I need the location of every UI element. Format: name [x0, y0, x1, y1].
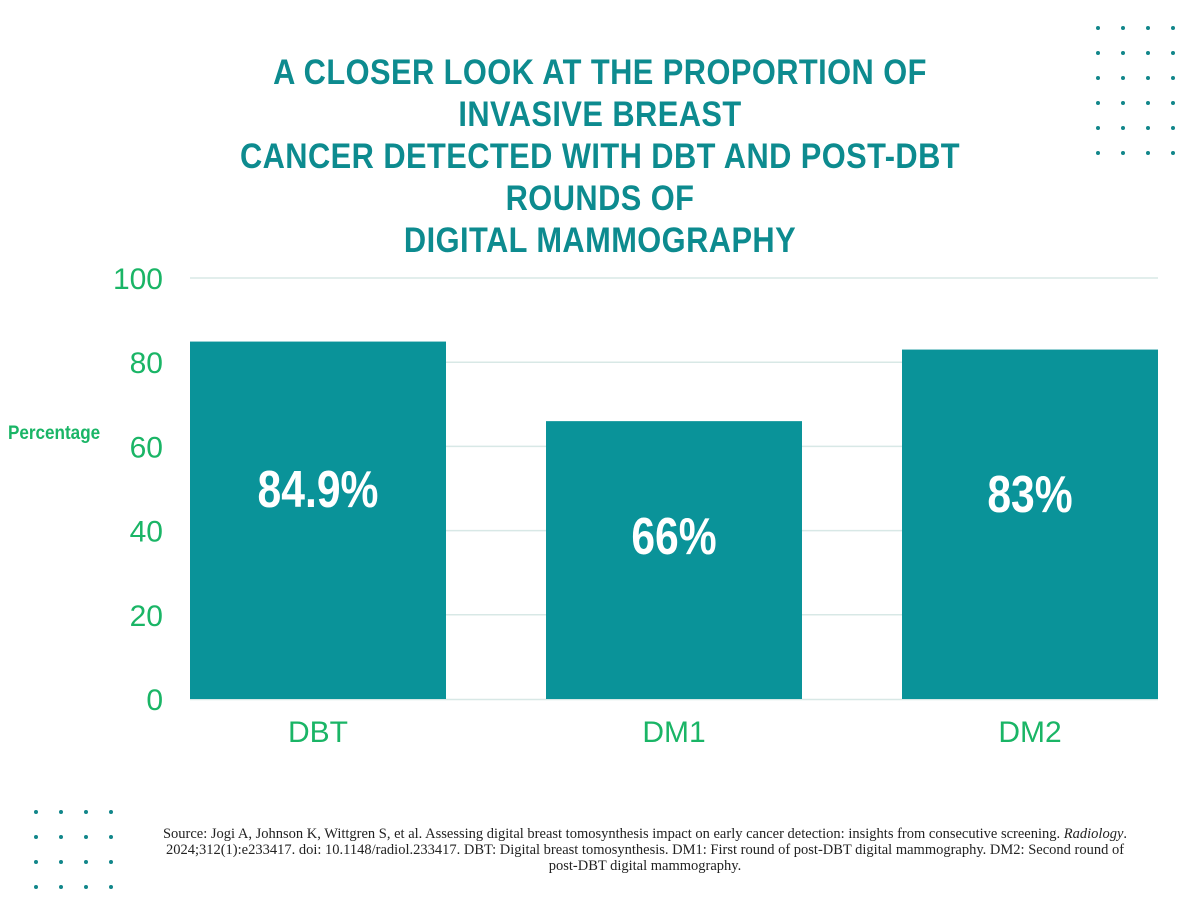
x-axis-ticks: DBT DM1 DM2 [288, 716, 1062, 749]
decor-dot [1121, 51, 1125, 55]
data-label: 83% [987, 466, 1072, 524]
top-right-dot-grid [1096, 26, 1180, 156]
decor-dot [1171, 51, 1175, 55]
y-axis-label: Percentage [8, 422, 100, 443]
chart-title-line-3: DIGITAL MAMMOGRAPHY [403, 221, 797, 260]
decor-dot [34, 835, 38, 839]
data-label: 84.9% [258, 461, 379, 519]
decor-dot [1171, 151, 1175, 155]
decor-dot [1146, 151, 1150, 155]
decor-dot [1121, 76, 1125, 80]
y-tick-label: 0 [146, 684, 163, 717]
bar-dbt [190, 341, 446, 699]
decor-dot [59, 860, 63, 864]
decor-dot [109, 860, 113, 864]
x-tick-label: DM1 [642, 716, 705, 749]
decor-dot [1121, 101, 1125, 105]
decor-dot [1146, 51, 1150, 55]
decor-dot [1146, 101, 1150, 105]
y-tick-label: 60 [130, 431, 163, 464]
decor-dot [59, 885, 63, 889]
decor-dot [1121, 151, 1125, 155]
decor-dot [1096, 76, 1100, 80]
decor-dot [84, 885, 88, 889]
y-tick-label: 100 [113, 263, 163, 296]
y-tick-label: 40 [130, 516, 163, 549]
y-tick-label: 20 [130, 600, 163, 633]
decor-dot [109, 810, 113, 814]
decor-dot [1146, 76, 1150, 80]
data-labels: 84.9% 66% 83% [258, 461, 1073, 566]
decor-dot [1096, 51, 1100, 55]
bottom-left-dot-grid [34, 810, 118, 890]
decor-dot [1096, 101, 1100, 105]
decor-dot [1096, 126, 1100, 130]
bar-dm2 [902, 349, 1158, 699]
bar-chart: 0 20 40 60 80 100 DBT DM1 DM2 84.9% 66% 83% Perce… [8, 263, 1158, 749]
source-journal: Radiology [1063, 826, 1124, 842]
y-axis-ticks: 0 20 40 60 80 100 [113, 263, 163, 717]
decor-dot [1171, 76, 1175, 80]
decor-dot [1146, 26, 1150, 30]
decor-dot [1171, 126, 1175, 130]
chart-title-line-2: CANCER DETECTED WITH DBT AND POST-DBT RO… [239, 137, 961, 218]
decor-dot [109, 885, 113, 889]
decor-dot [1096, 26, 1100, 30]
bars [190, 341, 1158, 699]
decor-dot [1171, 26, 1175, 30]
decor-dot [34, 885, 38, 889]
decor-dot [84, 810, 88, 814]
x-tick-label: DBT [288, 716, 348, 749]
decor-dot [1146, 126, 1150, 130]
decor-dot [1171, 101, 1175, 105]
decor-dot [59, 810, 63, 814]
x-tick-label: DM2 [998, 716, 1061, 749]
decor-dot [84, 860, 88, 864]
source-prefix: Source: Jogi A, Johnson K, Wittgren S, e… [162, 826, 1061, 842]
y-tick-label: 80 [130, 347, 163, 380]
decor-dot [1121, 26, 1125, 30]
source-citation: Source: Jogi A, Johnson K, Wittgren S, e… [150, 826, 1140, 874]
decor-dot [59, 835, 63, 839]
chart-title: A CLOSER LOOK AT THE PROPORTION OF INVAS… [204, 52, 996, 262]
bar-dm1 [546, 421, 802, 699]
chart-title-line-1: A CLOSER LOOK AT THE PROPORTION OF INVAS… [273, 53, 927, 134]
decor-dot [34, 810, 38, 814]
decor-dot [109, 835, 113, 839]
decor-dot [1121, 126, 1125, 130]
decor-dot [84, 835, 88, 839]
decor-dot [1096, 151, 1100, 155]
source-suffix: . 2024;312(1):e233417. doi: 10.1148/radi… [165, 826, 1128, 874]
decor-dot [34, 860, 38, 864]
data-label: 66% [631, 508, 716, 566]
